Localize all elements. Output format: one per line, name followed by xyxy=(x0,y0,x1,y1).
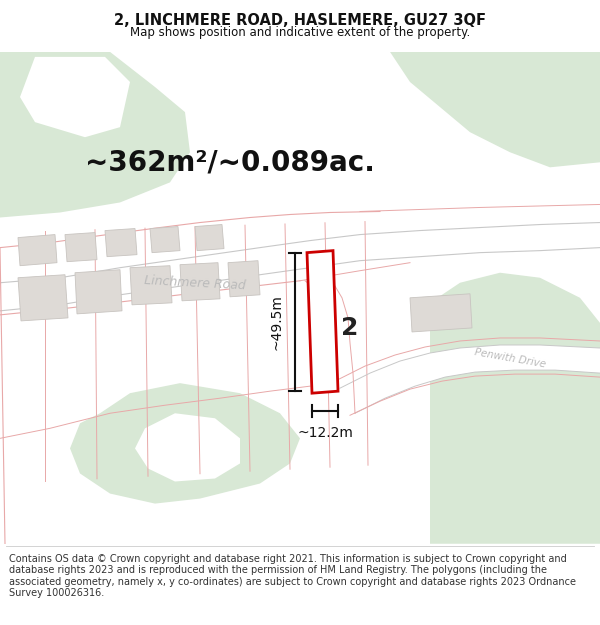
Polygon shape xyxy=(410,294,472,332)
Polygon shape xyxy=(430,272,600,544)
Polygon shape xyxy=(105,229,137,257)
Polygon shape xyxy=(0,222,600,311)
Text: 2: 2 xyxy=(341,316,359,340)
Text: 2, LINCHMERE ROAD, HASLEMERE, GU27 3QF: 2, LINCHMERE ROAD, HASLEMERE, GU27 3QF xyxy=(114,13,486,28)
Polygon shape xyxy=(18,275,68,321)
Polygon shape xyxy=(135,413,240,481)
Polygon shape xyxy=(70,383,300,504)
Polygon shape xyxy=(18,234,57,266)
Polygon shape xyxy=(150,226,180,253)
Text: ~362m²/~0.089ac.: ~362m²/~0.089ac. xyxy=(85,148,375,176)
Polygon shape xyxy=(228,261,260,297)
Polygon shape xyxy=(180,262,220,301)
Polygon shape xyxy=(130,266,172,305)
Polygon shape xyxy=(340,345,600,413)
Polygon shape xyxy=(65,232,97,262)
Text: ~49.5m: ~49.5m xyxy=(270,294,284,350)
Polygon shape xyxy=(307,251,338,393)
Polygon shape xyxy=(195,224,224,251)
Polygon shape xyxy=(75,270,122,314)
Polygon shape xyxy=(20,57,130,138)
Text: Linchmere Road: Linchmere Road xyxy=(144,274,246,292)
Polygon shape xyxy=(390,52,600,168)
Text: ~12.2m: ~12.2m xyxy=(297,426,353,441)
Polygon shape xyxy=(0,52,190,217)
Text: Map shows position and indicative extent of the property.: Map shows position and indicative extent… xyxy=(130,26,470,39)
Text: Contains OS data © Crown copyright and database right 2021. This information is : Contains OS data © Crown copyright and d… xyxy=(9,554,576,598)
Text: Penwith Drive: Penwith Drive xyxy=(473,347,547,369)
